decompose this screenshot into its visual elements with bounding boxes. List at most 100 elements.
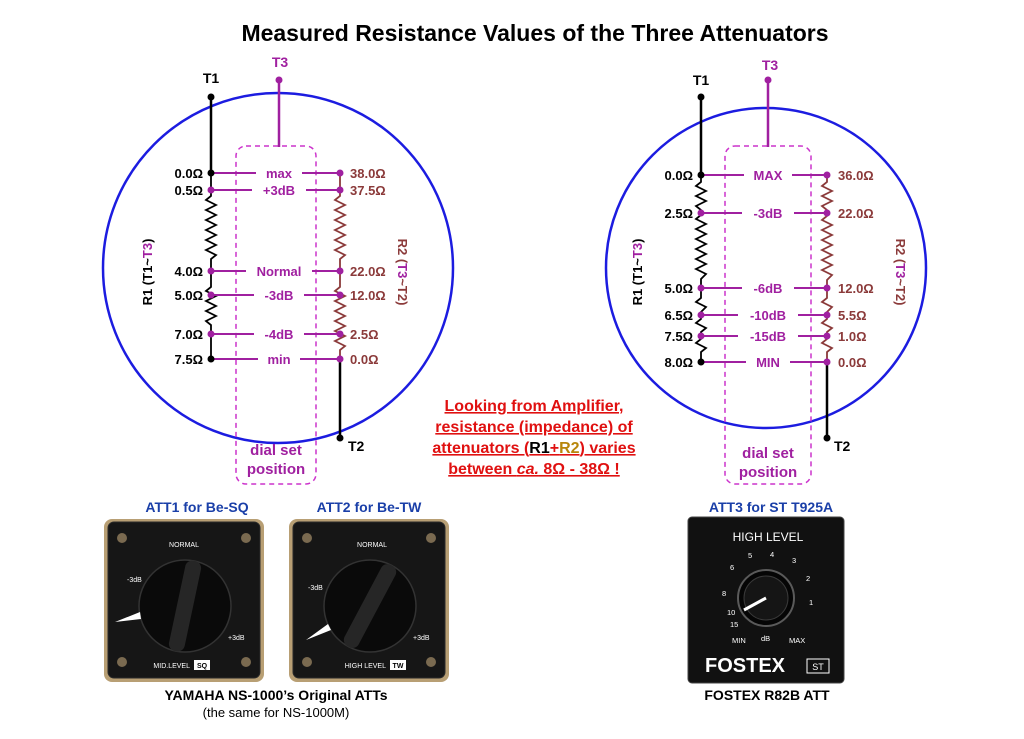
att3-tick: 15 [730, 620, 738, 629]
left-dial-value: min [267, 352, 290, 367]
yamaha-caption: YAMAHA NS-1000’s Original ATTs [164, 687, 387, 703]
right-row-1: 2.5Ω -3dB 22.0Ω [665, 206, 874, 221]
left-dial-set-label-2: position [247, 461, 305, 478]
left-r2-value: 2.5Ω [350, 327, 379, 342]
right-dial-value: -10dB [750, 308, 786, 323]
right-r2-value: 0.0Ω [838, 355, 867, 370]
att3-tick: 6 [730, 563, 734, 572]
left-t3-terminal [275, 76, 283, 84]
att2-minus-label: -3dB [308, 585, 323, 592]
right-dial-value: MIN [756, 355, 780, 370]
right-r1-value: 6.5Ω [665, 308, 694, 323]
right-r1-value: 7.5Ω [665, 329, 694, 344]
left-t3-label: T3 [272, 54, 289, 70]
page-title: Measured Resistance Values of the Three … [241, 20, 828, 46]
left-dial-set-label-1: dial set [250, 442, 302, 459]
att3-tick: 10 [727, 608, 735, 617]
right-r1-value: 8.0Ω [665, 355, 694, 370]
right-row-3: 6.5Ω -10dB 5.5Ω [665, 308, 867, 323]
right-t3-terminal [764, 76, 772, 84]
left-t2-terminal [336, 434, 344, 442]
att1-minus-label: -3dB [127, 577, 142, 584]
right-r2-value: 1.0Ω [838, 329, 867, 344]
att3-tick: 2 [806, 574, 810, 583]
note-line-3: attenuators (R1+R2) varies [432, 440, 635, 457]
att3-tick: 4 [770, 550, 774, 559]
att3-title: ATT3 for ST T925A [709, 499, 833, 515]
right-dial-value: -15dB [750, 329, 786, 344]
left-r1-axis-label: R1 (T1~T3) [140, 239, 155, 306]
right-t1-label: T1 [693, 72, 710, 88]
right-dial-value: -6dB [754, 281, 783, 296]
att3-badge: ST [812, 662, 824, 672]
att3-tick: 3 [792, 556, 796, 565]
left-dial-set-box [235, 145, 317, 485]
right-dial-set-label-1: dial set [742, 445, 794, 462]
right-r2-value: 12.0Ω [838, 281, 874, 296]
left-r1-value: 7.5Ω [175, 352, 204, 367]
left-row-4: 7.0Ω -4dB 2.5Ω [175, 327, 379, 342]
att3-brand: FOSTEX [705, 655, 786, 677]
right-r1-axis-label: R1 (T1~T3) [630, 239, 645, 306]
left-r1-value: 0.5Ω [175, 183, 204, 198]
left-r2-value: 22.0Ω [350, 264, 386, 279]
right-row-5: 8.0Ω MIN 0.0Ω [665, 355, 867, 370]
left-t1-label: T1 [203, 70, 220, 86]
right-t2-label: T2 [834, 438, 851, 454]
att3-tick: 1 [809, 598, 813, 607]
right-r2-resistor [819, 175, 835, 362]
right-t3-label: T3 [762, 57, 779, 73]
impedance-note: Looking from Amplifier, resistance (impe… [432, 398, 635, 478]
left-dial-value: max [266, 166, 293, 181]
left-r1-value: 7.0Ω [175, 327, 204, 342]
right-row-4: 7.5Ω -15dB 1.0Ω [665, 329, 867, 344]
right-dial-set-label-2: position [739, 464, 797, 481]
att2-normal-label: NORMAL [357, 542, 387, 549]
left-r2-value: 0.0Ω [350, 352, 379, 367]
yamaha-subcaption: (the same for NS-1000M) [203, 705, 350, 720]
left-r1-resistor [203, 173, 219, 359]
att1-photo: NORMAL -3dB +3dB MID.LEVEL SQ [104, 519, 264, 682]
left-r2-value: 12.0Ω [350, 288, 386, 303]
left-r1-value: 0.0Ω [175, 166, 204, 181]
att3-min-label: MIN [732, 636, 746, 645]
left-row-5: 7.5Ω min 0.0Ω [175, 352, 379, 367]
att2-badge: TW [393, 663, 404, 670]
att1-normal-label: NORMAL [169, 542, 199, 549]
att2-photo: NORMAL -3dB +3dB HIGH LEVEL TW [289, 519, 449, 682]
att3-max-label: MAX [789, 636, 805, 645]
left-r1-value: 5.0Ω [175, 288, 204, 303]
left-dial-value: -3dB [265, 288, 294, 303]
right-r1-value: 5.0Ω [665, 281, 694, 296]
right-t1-terminal [697, 93, 705, 101]
left-row-3: 5.0Ω -3dB 12.0Ω [175, 288, 386, 303]
right-row-0: 0.0Ω MAX 36.0Ω [665, 168, 874, 183]
left-r2-value: 37.5Ω [350, 183, 386, 198]
note-line-4: between ca. 8Ω - 38Ω ! [448, 461, 620, 478]
right-dial-value: MAX [754, 168, 783, 183]
left-row-0: 0.0Ω max 38.0Ω [175, 166, 386, 181]
left-dial-value: +3dB [263, 183, 295, 198]
left-row-2: 4.0Ω Normal 22.0Ω [175, 264, 386, 279]
right-r2-value: 22.0Ω [838, 206, 874, 221]
right-housing-circle [604, 106, 928, 430]
right-dial-value: -3dB [754, 206, 783, 221]
right-r2-axis-label: R2 (T3~T2) [893, 239, 908, 306]
right-r1-value: 2.5Ω [665, 206, 694, 221]
right-r1-value: 0.0Ω [665, 168, 694, 183]
att1-level-label: MID.LEVEL [153, 663, 190, 670]
left-dial-value: Normal [257, 264, 302, 279]
left-r2-value: 38.0Ω [350, 166, 386, 181]
att1-badge: SQ [197, 663, 208, 670]
left-t1-terminal [207, 93, 215, 101]
att1-title: ATT1 for Be-SQ [145, 499, 248, 515]
right-row-2: 5.0Ω -6dB 12.0Ω [665, 281, 874, 296]
att2-title: ATT2 for Be-TW [317, 499, 423, 515]
att3-tick: 5 [748, 551, 752, 560]
left-t2-label: T2 [348, 438, 365, 454]
left-r1-value: 4.0Ω [175, 264, 204, 279]
att2-plus-label: +3dB [413, 635, 430, 642]
right-attenuator-diagram: dial set position T1 T3 T2 0.0Ω MAX 36.0… [604, 57, 928, 485]
note-line-1: Looking from Amplifier, [445, 398, 624, 415]
att2-level-label: HIGH LEVEL [345, 663, 386, 670]
